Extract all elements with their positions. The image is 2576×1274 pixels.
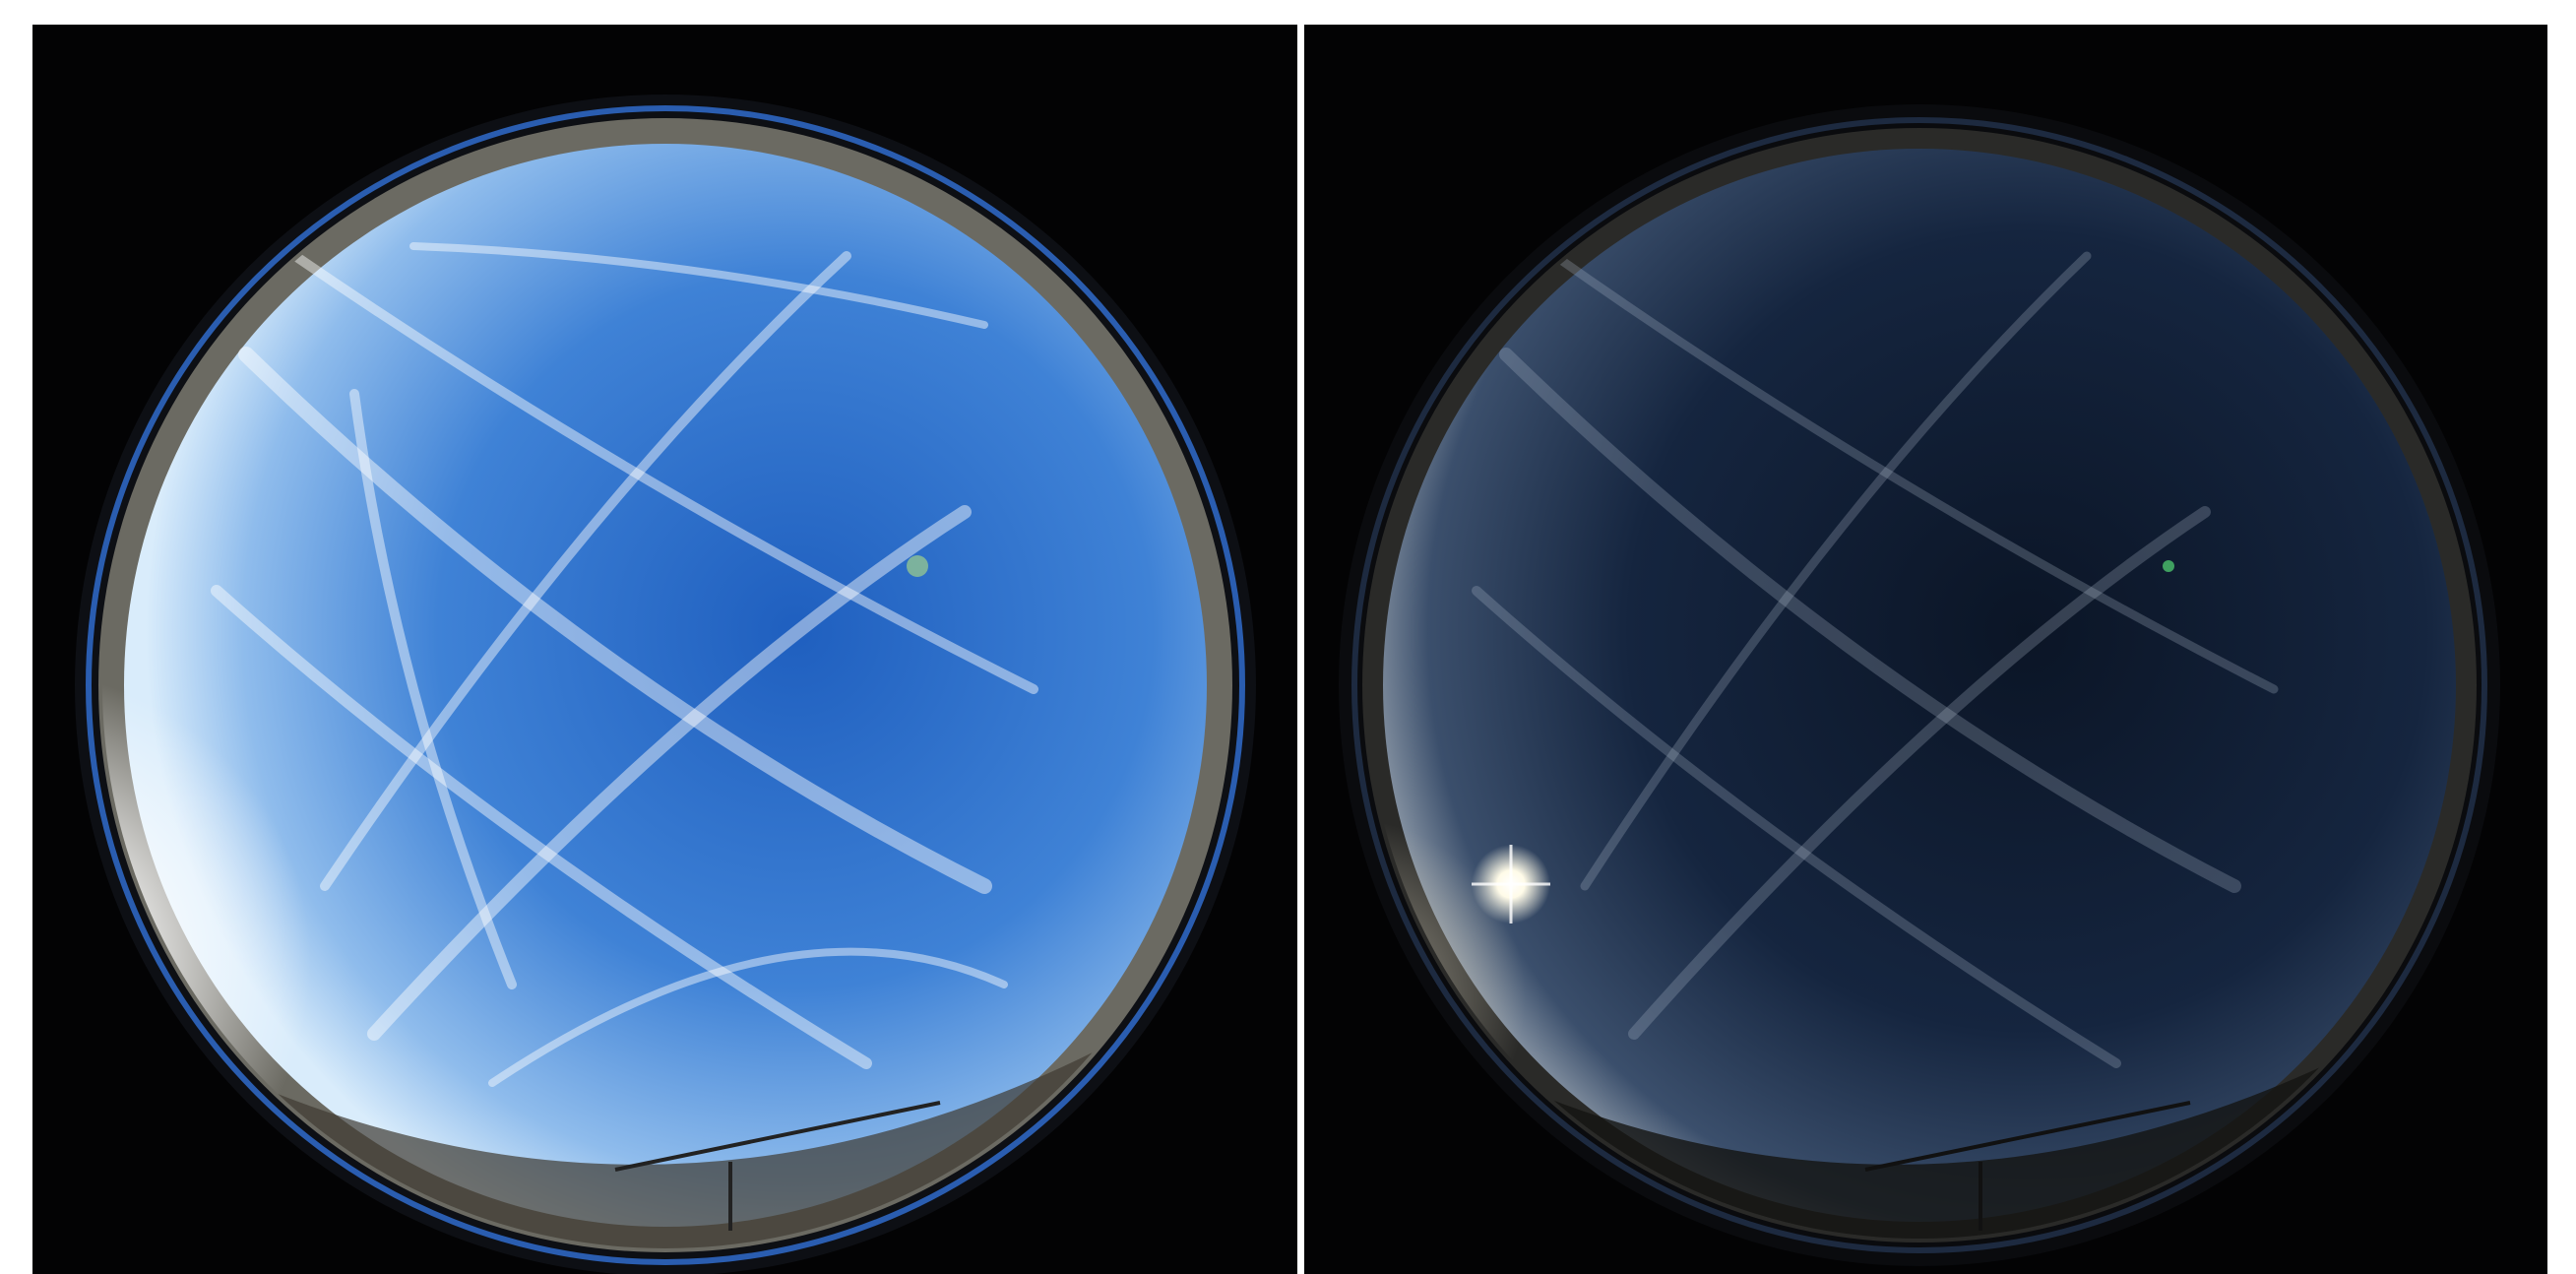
lens-edge [1351,117,2487,1253]
contrail [488,947,1008,1087]
contrail [238,347,992,894]
sun-glare [102,541,571,1191]
contrail [1499,348,2241,893]
lens-flare [2163,560,2174,572]
contrail [409,242,988,329]
contrail [290,251,1038,694]
crane [1864,1101,2191,1231]
crane [614,1101,941,1231]
lens-flare [907,555,928,577]
contrail [1550,251,2279,694]
crane-jib [614,1101,941,1172]
crane-jib [1864,1101,2191,1172]
sun-rays [1472,845,1550,924]
lens-edge [86,105,1245,1265]
